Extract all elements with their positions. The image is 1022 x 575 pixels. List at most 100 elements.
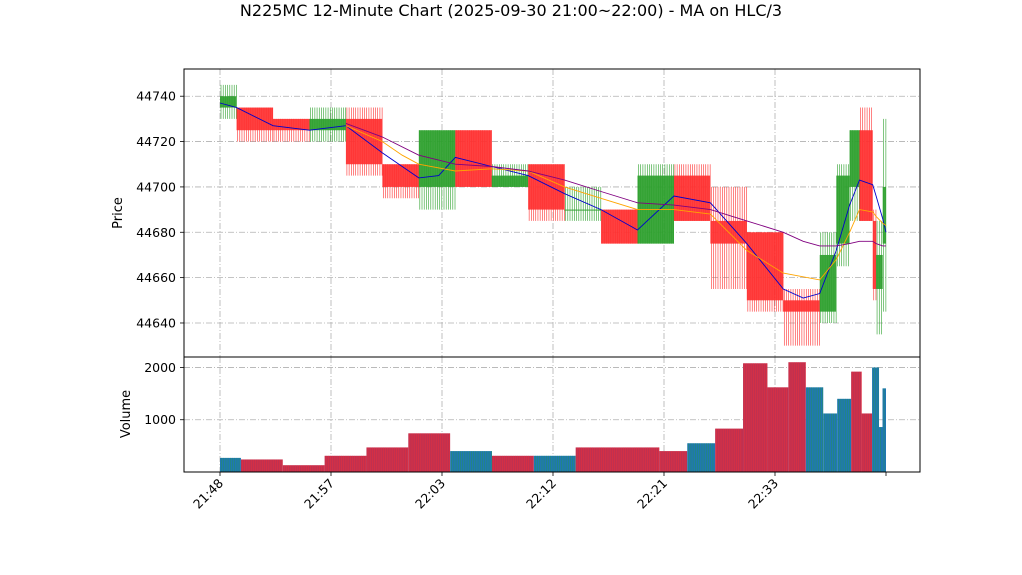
- ohlc-bar: [236, 107, 274, 142]
- ohlc-body: [236, 107, 274, 131]
- ohlc-bar: [564, 186, 602, 221]
- price-plot-area: [184, 69, 920, 357]
- ohlc-body: [564, 209, 602, 211]
- volume-bar: [533, 455, 576, 472]
- ohlc-body: [309, 118, 346, 131]
- ohlc-bar: [382, 164, 419, 199]
- volume-bar: [715, 428, 744, 472]
- price-panel: 44640 44660 44680 44700 44720 44740: [136, 68, 921, 358]
- x-tick-label: 22:12: [523, 476, 559, 512]
- ohlc-bar: [220, 84, 237, 119]
- ohlc-bar: [819, 232, 837, 323]
- volume-bar-body: [851, 371, 862, 472]
- volume-bar: [324, 455, 367, 472]
- volume-bar: [240, 459, 283, 472]
- volume-bar: [366, 447, 409, 472]
- ohlc-body: [382, 164, 419, 187]
- volume-bar: [575, 447, 618, 472]
- volume-bar: [220, 457, 241, 472]
- ohlc-body: [418, 130, 456, 187]
- volume-bar-body: [450, 451, 492, 472]
- ohlc-bar: [836, 164, 850, 267]
- volume-bar: [861, 413, 873, 472]
- ohlc-body: [872, 220, 877, 289]
- volume-bar-body: [837, 398, 852, 472]
- price-y-tick-label: 44720: [136, 134, 176, 149]
- volume-bar-body: [366, 447, 409, 472]
- volume-bar: [805, 387, 824, 472]
- volume-bar-body: [408, 433, 451, 472]
- volume-bar-body: [491, 455, 534, 472]
- ohlc-body: [273, 118, 310, 131]
- volume-bar: [837, 398, 852, 472]
- ohlc-body: [345, 118, 383, 165]
- volume-bar-body: [240, 459, 283, 472]
- moving-average-line: [345, 125, 887, 281]
- volume-bar: [882, 388, 886, 472]
- volume-bar: [282, 465, 325, 472]
- ohlc-bar: [783, 288, 820, 346]
- price-y-tick-label: 44740: [136, 89, 176, 104]
- chart-title: N225MC 12-Minute Chart (2025-09-30 21:00…: [240, 1, 782, 20]
- ohlc-bar: [849, 130, 860, 221]
- volume-panel: 1000 2000: [144, 356, 921, 473]
- ohlc-bar: [859, 107, 873, 221]
- volume-bar: [687, 443, 716, 472]
- ohlc-body: [882, 186, 886, 244]
- volume-bar: [851, 371, 862, 472]
- volume-bar-body: [533, 455, 576, 472]
- x-tick-label: 21:48: [190, 475, 226, 511]
- volume-bar-body: [659, 451, 688, 472]
- volume-bar-body: [823, 413, 838, 472]
- price-y-tick-label: 44700: [136, 179, 176, 194]
- price-y-tick-label: 44680: [136, 225, 176, 240]
- volume-bar-body: [324, 455, 367, 472]
- ohlc-body: [491, 175, 529, 187]
- x-axis: 21:48 21:57 22:03 22:12 22:21 22:33: [190, 472, 887, 512]
- ohlc-body: [783, 300, 820, 312]
- ohlc-body: [819, 254, 837, 312]
- x-tick-label: 22:03: [412, 476, 448, 512]
- ohlc-bar: [876, 220, 883, 335]
- volume-bar: [659, 451, 688, 472]
- price-y-tick-label: 44660: [136, 270, 176, 285]
- volume-bar: [491, 455, 534, 472]
- price-axis-label: Price: [111, 197, 126, 229]
- volume-bar: [450, 451, 492, 472]
- volume-bar-body: [788, 362, 806, 472]
- volume-bar: [743, 363, 768, 472]
- ohlc-body: [528, 164, 565, 210]
- ohlc-bar: [418, 130, 456, 210]
- ohlc-body: [673, 175, 711, 221]
- ohlc-body: [859, 130, 873, 221]
- ohlc-body: [849, 130, 860, 187]
- volume-bar: [788, 362, 806, 472]
- price-y-tick-label: 44640: [136, 315, 176, 330]
- volume-bar: [617, 447, 660, 472]
- volume-bar: [823, 413, 838, 472]
- volume-bar: [767, 387, 789, 472]
- volume-bar: [872, 367, 880, 472]
- ohlc-bar: [882, 118, 887, 312]
- ohlc-bar: [345, 107, 383, 176]
- ohlc-body: [220, 96, 237, 108]
- volume-bar-body: [575, 447, 618, 472]
- ohlc-body: [836, 175, 850, 244]
- ohlc-bar: [746, 232, 784, 312]
- volume-frame: [183, 356, 921, 473]
- volume-bar-body: [861, 413, 873, 472]
- volume-y-tick-label: 1000: [144, 412, 176, 427]
- volume-axis-label: Volume: [119, 390, 134, 438]
- x-tick-label: 21:57: [301, 476, 337, 512]
- volume-y-tick-label: 2000: [144, 360, 176, 375]
- volume-bar-body: [617, 447, 660, 472]
- moving-average-line: [219, 102, 887, 299]
- volume-bar: [408, 433, 451, 472]
- volume-bar-body: [805, 387, 824, 472]
- ohlc-body: [876, 254, 883, 289]
- x-tick-label: 22:33: [745, 476, 781, 512]
- volume-bar: [879, 427, 883, 472]
- volume-bar-body: [282, 465, 325, 472]
- moving-average-line: [345, 122, 886, 247]
